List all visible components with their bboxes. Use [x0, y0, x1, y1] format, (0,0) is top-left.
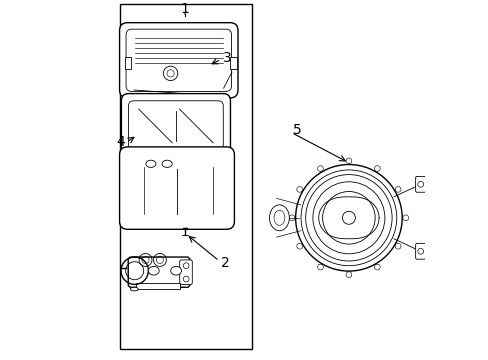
- FancyBboxPatch shape: [415, 176, 425, 192]
- FancyBboxPatch shape: [128, 257, 189, 287]
- Text: 3: 3: [223, 51, 231, 64]
- FancyBboxPatch shape: [120, 147, 234, 229]
- FancyBboxPatch shape: [120, 23, 238, 98]
- Ellipse shape: [145, 160, 156, 167]
- FancyBboxPatch shape: [179, 260, 192, 284]
- FancyBboxPatch shape: [126, 29, 231, 91]
- FancyBboxPatch shape: [121, 94, 230, 158]
- Text: 5: 5: [292, 123, 301, 136]
- Ellipse shape: [130, 287, 138, 291]
- Ellipse shape: [273, 210, 284, 225]
- Ellipse shape: [162, 160, 172, 167]
- Ellipse shape: [148, 266, 159, 275]
- Bar: [124, 57, 131, 69]
- Text: 1: 1: [180, 2, 189, 16]
- Bar: [230, 57, 237, 69]
- FancyBboxPatch shape: [128, 101, 223, 151]
- Bar: [120, 4, 251, 349]
- Ellipse shape: [269, 205, 289, 231]
- FancyBboxPatch shape: [415, 243, 425, 259]
- Ellipse shape: [170, 266, 181, 275]
- Text: 4: 4: [116, 135, 125, 149]
- Text: 2: 2: [221, 256, 229, 270]
- Bar: [136, 283, 179, 289]
